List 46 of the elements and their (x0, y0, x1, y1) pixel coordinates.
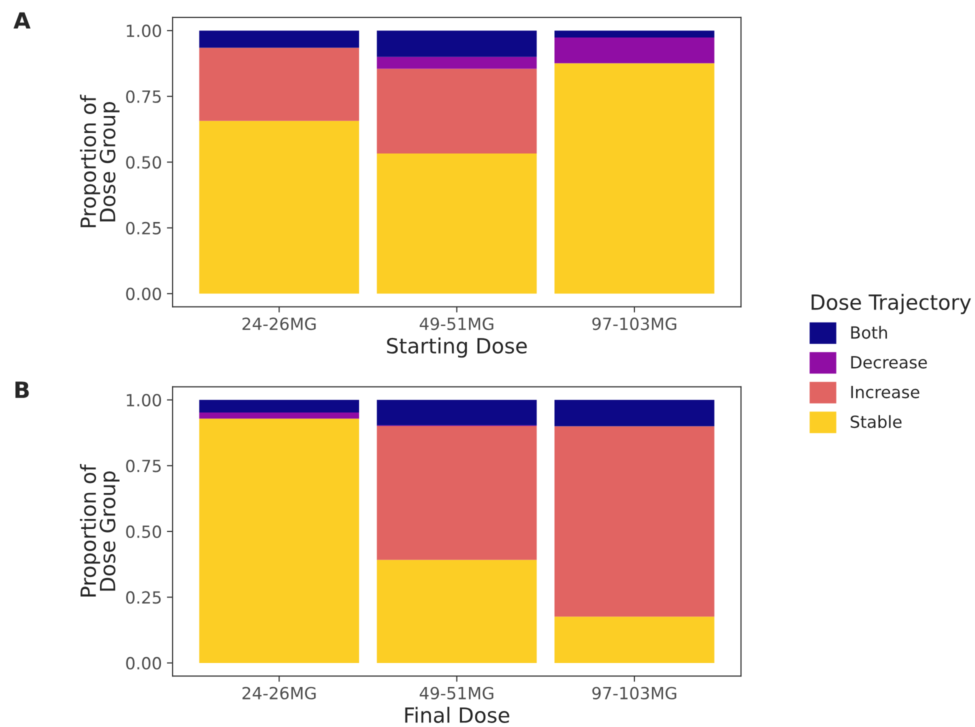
bar (376, 560, 537, 663)
legend-label: Both (851, 326, 887, 339)
bar (199, 418, 360, 663)
bar (554, 30, 714, 38)
x-tick-label: 97-103MG (592, 686, 676, 700)
y-axis-title: Proportion of Dose Group (80, 464, 120, 596)
y-tick-label: 0.00 (126, 288, 162, 300)
x-tick-label: 49-51MG (420, 318, 494, 330)
x-tick-label: 24-26MG (242, 318, 316, 330)
text: B (15, 382, 29, 398)
x-axis-title: Final Dose (405, 706, 510, 723)
y-tick-label: 0.25 (126, 222, 161, 234)
bar (376, 153, 537, 294)
bar (199, 400, 360, 413)
bar (376, 426, 537, 560)
bar (376, 68, 537, 154)
y-tick-label: 1.00 (126, 24, 162, 38)
y-tick-label: 0.25 (126, 591, 161, 604)
y-axis-title: Proportion of Dose Group (80, 94, 120, 228)
bar (199, 30, 360, 48)
bar (376, 56, 537, 69)
x-tick-label: 49-51MG (420, 686, 494, 700)
y-tick-label: 0.75 (126, 90, 161, 103)
bar (199, 120, 360, 294)
legend-label: Stable (850, 415, 902, 428)
bar (554, 426, 714, 617)
legend-label: Increase (851, 386, 920, 398)
bar (554, 63, 714, 294)
bar (554, 616, 714, 663)
y-tick-label: 0.00 (126, 656, 162, 670)
bar (376, 400, 537, 426)
legend-label: Decrease (851, 356, 927, 369)
y-tick-label: 0.75 (126, 460, 161, 472)
bar (376, 30, 537, 57)
bar (199, 412, 360, 419)
bar (199, 48, 360, 121)
text: A (14, 12, 31, 29)
x-tick-label: 97-103MG (592, 318, 676, 330)
legend-title: Dose Trajectory (812, 294, 971, 314)
bar (554, 37, 714, 64)
x-tick-label: 24-26MG (242, 686, 316, 700)
y-tick-label: 0.50 (126, 525, 162, 538)
y-tick-label: 1.00 (126, 394, 162, 406)
bar (554, 400, 714, 426)
x-axis-title: Starting Dose (387, 338, 527, 358)
y-tick-label: 0.50 (126, 156, 162, 169)
